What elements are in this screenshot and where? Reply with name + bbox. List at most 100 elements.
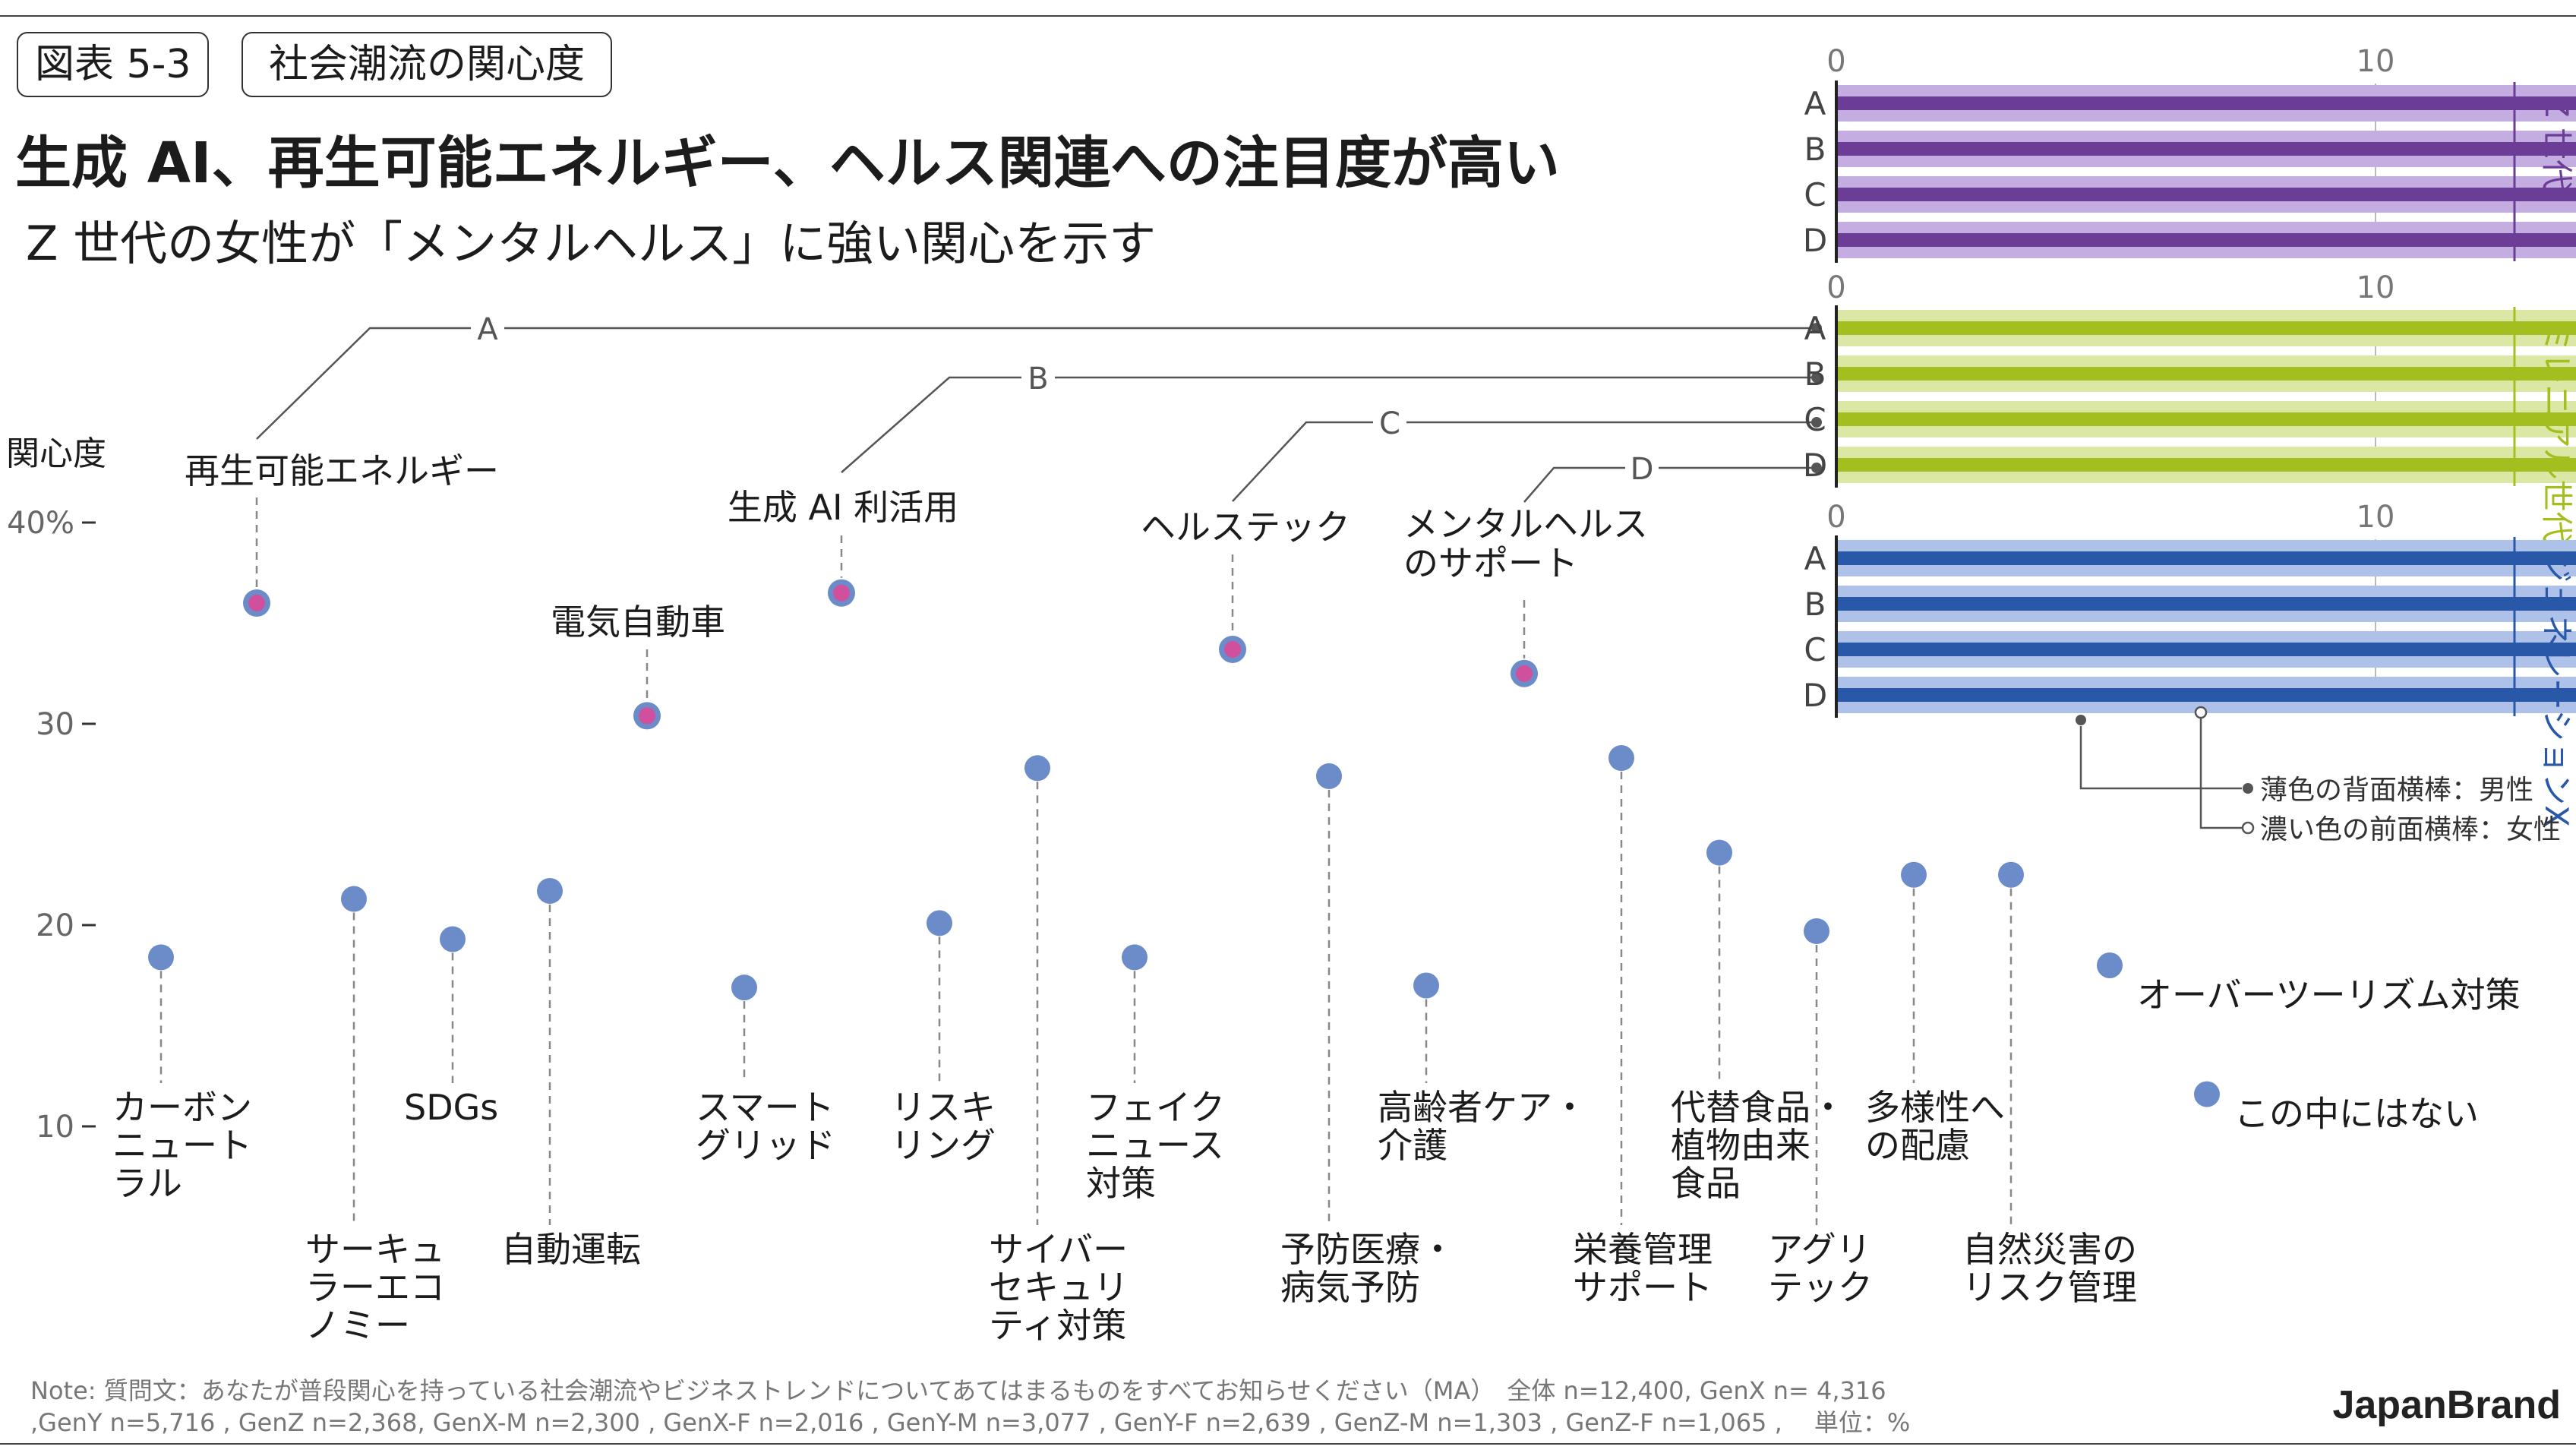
point-label: 予防医療・病気予防: [1280, 1229, 1455, 1308]
legend-line: [2079, 726, 2242, 790]
bar-category-label: A: [1804, 540, 1826, 577]
data-point-highlight: [1516, 665, 1533, 682]
data-point: [2097, 952, 2123, 978]
data-point-highlight: [1224, 640, 1241, 658]
bar-female: [1836, 597, 2576, 611]
bar-axis-tick-label: 10: [2357, 270, 2395, 305]
panel-title: ミレニアル世代: [2538, 321, 2575, 544]
data-point: [2194, 1081, 2220, 1107]
data-point-highlight: [833, 584, 850, 602]
callout-letter: D: [1631, 452, 1654, 487]
data-point: [731, 974, 757, 1001]
point-label: フェイクニュース対策: [1086, 1087, 1225, 1204]
bar-category-label: A: [1804, 85, 1826, 122]
bar-category-label: C: [1804, 401, 1826, 438]
bar-axis-tick-label: 10: [2357, 44, 2395, 79]
y-tick-label: 40%: [7, 506, 74, 541]
bar-female: [1836, 688, 2576, 702]
point-label: 自動運転: [501, 1229, 641, 1270]
bar-category-label: C: [1804, 176, 1826, 213]
callout-line: [1523, 466, 1625, 503]
point-label: 栄養管理サポート: [1573, 1229, 1713, 1308]
point-label: アグリテック: [1768, 1229, 1873, 1308]
footnote-line-1: Note: 質問文：あなたが普段関心を持っている社会潮流やビジネストレンドについ…: [30, 1376, 1886, 1405]
bar-female: [1836, 233, 2576, 247]
point-label: 生成 AI 利活用: [728, 487, 958, 528]
point-label: 自然災害のリスク管理: [1962, 1229, 2137, 1308]
legend-line: [2199, 719, 2242, 829]
data-point: [1608, 745, 1634, 772]
bar-female: [1836, 458, 2576, 472]
y-tick-label: 20: [36, 908, 74, 943]
bar-female: [1836, 96, 2576, 110]
legend-female-label: 濃い色の前面横棒：女性: [2260, 814, 2561, 845]
data-point: [537, 877, 563, 904]
data-point: [1316, 763, 1342, 789]
bottom-rule: [0, 1443, 2576, 1445]
bar-category-label: D: [1803, 677, 1827, 714]
callout-letter: A: [477, 312, 498, 347]
data-point: [341, 886, 367, 912]
callout-dot: [1811, 417, 1822, 428]
data-point: [1024, 755, 1050, 782]
callout-dot: [1811, 323, 1822, 333]
data-point: [1901, 861, 1927, 888]
bar-category-label: B: [1804, 131, 1826, 168]
bar-axis-tick-label: 0: [1826, 44, 1845, 79]
bar-category-label: D: [1803, 222, 1827, 259]
point-label: オーバーツーリズム対策: [2137, 974, 2521, 1015]
callout-line: [841, 376, 1021, 473]
point-label: ヘルステック: [1141, 507, 1350, 548]
figure-label: 図表 5-3: [17, 32, 210, 97]
point-label: カーボンニュートラル: [112, 1087, 252, 1204]
legend-marker-female: [2194, 706, 2208, 719]
point-label: 再生可能エネルギー: [185, 450, 499, 491]
legend-dot-female: [2241, 821, 2255, 835]
y-tick-label: 10: [36, 1110, 74, 1145]
bar-female: [1836, 142, 2576, 156]
bar-female: [1836, 551, 2576, 565]
point-label: 電気自動車: [551, 602, 725, 643]
bar-category-label: A: [1804, 310, 1826, 347]
brand-logo: JapanBrand: [2332, 1383, 2561, 1427]
bar-category-label: C: [1804, 631, 1826, 668]
callout-letter: B: [1028, 362, 1048, 396]
bar-category-label: B: [1804, 355, 1826, 393]
bar-female: [1836, 412, 2576, 426]
bar-female: [1836, 321, 2576, 335]
point-label: この中にはない: [2234, 1094, 2479, 1135]
point-label: サイバーセキュリティ対策: [989, 1229, 1129, 1346]
point-label: サーキュラーエコノミー: [305, 1229, 445, 1346]
point-label: 多様性への配慮: [1865, 1087, 2005, 1166]
bar-female: [1836, 367, 2576, 381]
data-point: [1998, 861, 2024, 888]
callout-line: [256, 327, 471, 440]
data-point: [1804, 918, 1829, 944]
bar-category-label: D: [1803, 447, 1827, 484]
bar-category-label: B: [1804, 586, 1826, 623]
point-label: 代替食品・植物由来食品: [1671, 1087, 1845, 1204]
bar-female: [1836, 643, 2576, 656]
top-rule: [0, 15, 2576, 17]
page-title: 生成 AI、再生可能エネルギー、ヘルス関連への注目度が高い: [15, 131, 1560, 196]
callout-letter: C: [1379, 406, 1400, 441]
point-label: リスキリング: [891, 1087, 996, 1166]
point-label: スマートグリッド: [696, 1087, 835, 1166]
data-point: [440, 926, 466, 952]
legend-male-label: 薄色の背面横棒：男性: [2260, 775, 2533, 806]
panel-title: Z 世代: [2538, 96, 2575, 191]
y-tick-label: 30: [36, 707, 74, 742]
page-subtitle: Z 世代の女性が「メンタルヘルス」に強い関心を示す: [26, 216, 1157, 271]
footnote-line-2: ,GenY n=5,716 , GenZ n=2,368, GenX-M n=2…: [30, 1408, 1911, 1437]
y-axis-title: 関心度: [6, 434, 106, 473]
bar-axis-tick-label: 0: [1826, 500, 1845, 535]
data-point: [148, 944, 174, 971]
data-point: [927, 910, 952, 936]
legend-marker-male: [2076, 715, 2086, 725]
callout-dot: [1811, 463, 1822, 473]
point-label: SDGs: [404, 1087, 498, 1128]
data-point: [1706, 839, 1732, 866]
panel-title: ジェネレーションX: [2538, 551, 2575, 827]
data-point: [1122, 944, 1148, 971]
